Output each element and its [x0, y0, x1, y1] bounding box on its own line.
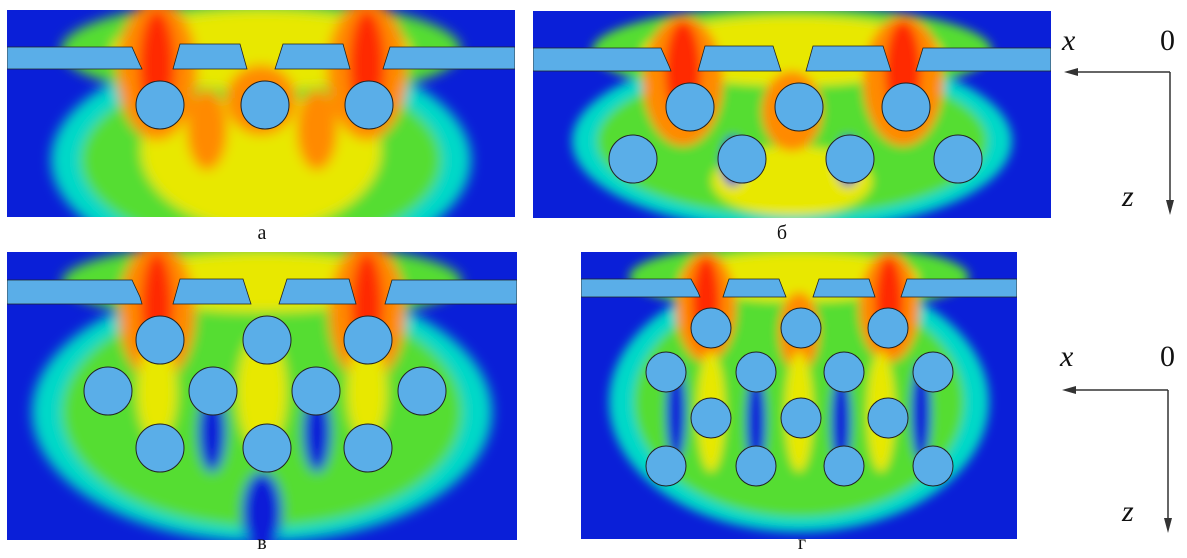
field-plot-g	[581, 252, 1017, 539]
panel-v	[7, 252, 517, 540]
caption-v: в	[257, 532, 267, 554]
axis-arrows-bottom	[1062, 386, 1172, 533]
axis-x-label-top: x	[1062, 24, 1076, 57]
panel-g	[581, 252, 1017, 539]
axis-z-label-bottom: z	[1122, 495, 1134, 528]
panel-b	[533, 11, 1051, 218]
caption-b: б	[776, 222, 788, 244]
panel-a	[7, 10, 515, 217]
field-plot-b	[533, 11, 1051, 218]
axis-z-label-top: z	[1122, 180, 1134, 213]
axis-x-label-bottom: x	[1060, 340, 1074, 373]
axis-arrows-top	[1064, 68, 1174, 215]
caption-g: г	[797, 532, 807, 554]
caption-a: а	[257, 222, 267, 244]
axis-origin-label-top: 0	[1160, 24, 1175, 57]
field-plot-v	[7, 252, 517, 540]
field-plot-a	[7, 10, 515, 217]
axis-origin-label-bottom: 0	[1160, 340, 1175, 373]
